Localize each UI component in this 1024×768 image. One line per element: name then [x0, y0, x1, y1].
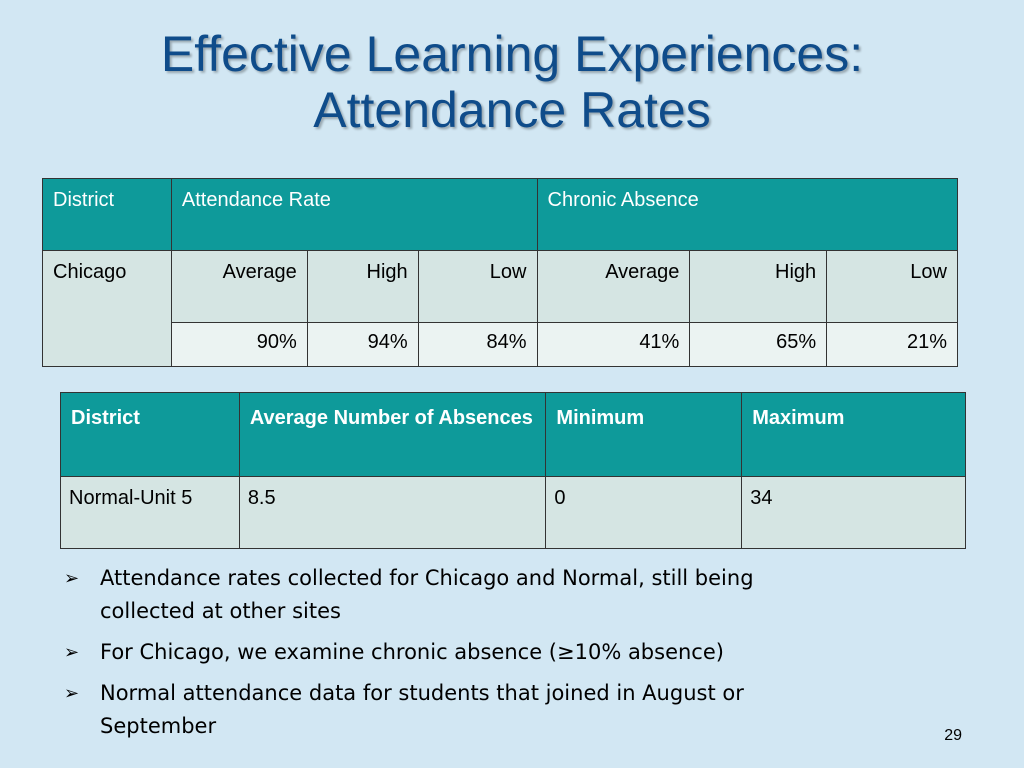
table-row: Chicago Average High Low Average High Lo…	[42, 250, 958, 367]
average-absences-cell: 8.5	[238, 476, 547, 549]
district-cell: Normal-Unit 5	[60, 476, 240, 549]
page-number: 29	[944, 727, 962, 744]
slide-title: Effective Learning Experiences: Attendan…	[0, 26, 1024, 138]
column-header-chronic-absence: Chronic Absence	[536, 178, 958, 251]
absences-table: District Average Number of Absences Mini…	[60, 392, 966, 549]
arrow-bullet-icon: ➢	[64, 568, 80, 589]
attendance-average-value: 90%	[170, 322, 308, 367]
column-header-attendance-rate: Attendance Rate	[170, 178, 538, 251]
attendance-rate-table: District Attendance Rate Chronic Absence…	[42, 178, 958, 367]
column-header-maximum: Maximum	[741, 392, 966, 477]
column-header-district: District	[42, 178, 172, 251]
subheader-chronic-low: Low	[826, 250, 958, 323]
attendance-high-value: 94%	[306, 322, 419, 367]
bullet-text: Attendance rates collected for Chicago a…	[100, 566, 754, 623]
chronic-low-value: 21%	[826, 322, 958, 367]
attendance-low-value: 84%	[417, 322, 538, 367]
table-row: Normal-Unit 5 8.5 0 34	[60, 476, 966, 549]
maximum-cell: 34	[741, 476, 966, 549]
list-item: ➢ Normal attendance data for students th…	[60, 677, 840, 743]
chronic-average-value: 41%	[536, 322, 691, 367]
subheader-attendance-high: High	[306, 250, 419, 323]
subheader-chronic-average: Average	[536, 250, 691, 323]
column-header-average-absences: Average Number of Absences	[238, 392, 547, 477]
minimum-cell: 0	[545, 476, 743, 549]
bullet-text: Normal attendance data for students that…	[100, 681, 744, 738]
list-item: ➢ For Chicago, we examine chronic absenc…	[60, 636, 840, 669]
table-header-row: District Average Number of Absences Mini…	[60, 392, 966, 477]
slide-title-line-1: Effective Learning Experiences:	[160, 26, 864, 82]
column-header-minimum: Minimum	[545, 392, 743, 477]
bullet-list: ➢ Attendance rates collected for Chicago…	[60, 562, 840, 751]
district-cell: Chicago	[42, 250, 172, 367]
arrow-bullet-icon: ➢	[64, 642, 80, 663]
table-header-row: District Attendance Rate Chronic Absence	[42, 178, 958, 251]
arrow-bullet-icon: ➢	[64, 683, 80, 704]
slide-title-line-2: Attendance Rates	[313, 82, 711, 138]
table-row: 90% 94% 84% 41% 65% 21%	[43, 322, 958, 367]
list-item: ➢ Attendance rates collected for Chicago…	[60, 562, 840, 628]
subheader-chronic-high: High	[689, 250, 828, 323]
chronic-high-value: 65%	[689, 322, 828, 367]
bullet-text: For Chicago, we examine chronic absence …	[100, 640, 724, 664]
subheader-attendance-average: Average	[170, 250, 308, 323]
subheader-attendance-low: Low	[417, 250, 538, 323]
column-header-district: District	[60, 392, 240, 477]
